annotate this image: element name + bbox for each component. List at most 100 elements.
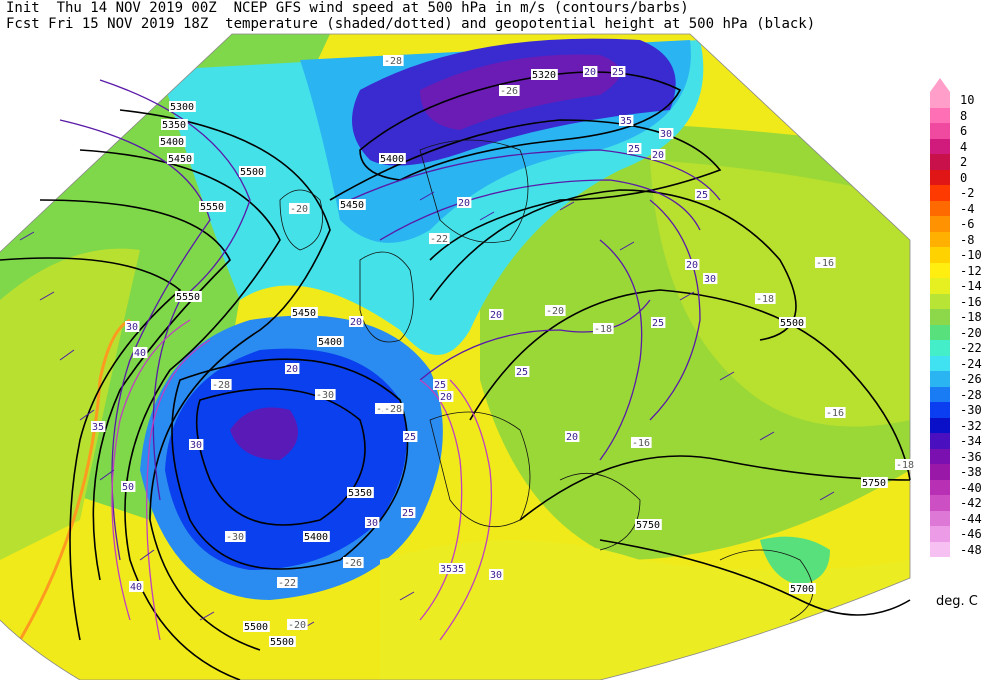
cold-low-core	[230, 407, 298, 460]
wind-contour-strong-1	[111, 319, 191, 621]
wind-speed-label-bg	[365, 517, 380, 528]
legend-entry: -2	[930, 185, 994, 201]
height-contour-6	[429, 189, 797, 341]
legend-units: deg. C	[936, 594, 978, 609]
height-label: 5300	[170, 102, 194, 113]
wind-speed-label: 20	[652, 150, 664, 161]
wind-contour-strong-4	[439, 379, 493, 641]
temperature-label: -20	[288, 620, 306, 631]
wind-speed-label: 25	[612, 67, 624, 78]
wind-speed-label: 30	[126, 322, 138, 333]
height-label-bg	[243, 621, 270, 632]
height-contour-7	[469, 289, 911, 481]
legend-entry: -48	[930, 541, 994, 557]
height-label: 5550	[200, 202, 224, 213]
legend-swatch	[930, 262, 950, 278]
wind-barb	[679, 291, 695, 301]
temperature-label: -28	[212, 380, 230, 391]
wind-speed-label: 30	[366, 518, 378, 529]
temperature-label: -16	[632, 438, 650, 449]
wind-speed-label-bg	[439, 563, 454, 574]
temperature-label-bg	[815, 257, 836, 268]
height-label-bg	[861, 477, 888, 488]
temperature-label: -20	[290, 204, 308, 215]
legend-label: -8	[960, 232, 975, 247]
wind-barb	[419, 191, 435, 201]
temperature-label-bg	[755, 293, 776, 304]
wind-speed-label: 25	[402, 508, 414, 519]
legend-entry: 8	[930, 107, 994, 123]
legend-entry: -28	[930, 386, 994, 402]
wind-barb	[399, 591, 415, 601]
legend-swatch	[930, 510, 950, 526]
temperature-label-bg	[383, 55, 404, 66]
cold-low-mid	[165, 348, 407, 570]
height-label-bg	[161, 119, 188, 130]
legend-label: 6	[960, 124, 968, 138]
legend-swatch	[930, 386, 950, 402]
height-label-bg	[169, 101, 196, 112]
wind-contour-4	[379, 179, 701, 241]
wind-speed-label: 35	[440, 564, 452, 575]
wind-speed-label: 20	[490, 310, 502, 321]
legend-entry: -8	[930, 231, 994, 247]
legend-label: -4	[960, 201, 975, 216]
header-line-1: Init Thu 14 NOV 2019 00Z NCEP GFS wind s…	[6, 0, 689, 16]
temperature-label-bg	[211, 379, 232, 390]
temperature-label: -18	[756, 294, 774, 305]
wind-barb	[99, 469, 115, 481]
height-contours	[0, 71, 911, 680]
legend-label: -12	[960, 263, 982, 278]
legend-entry: -34	[930, 433, 994, 449]
height-label: 5450	[168, 154, 192, 165]
temperature-label-bg	[343, 557, 364, 568]
init-time: Init Thu 14 NOV 2019 00Z	[6, 0, 217, 16]
wind-barb	[559, 201, 575, 211]
height-label: 5350	[348, 488, 372, 499]
height-label: 5450	[340, 200, 364, 211]
temperature-label: -22	[430, 234, 448, 245]
wind-speed-label-bg	[129, 581, 144, 592]
height-label-bg	[347, 487, 374, 498]
coastline-3	[419, 139, 529, 243]
height-contour-low-1	[195, 387, 366, 526]
legend-label: 2	[960, 155, 968, 169]
wind-barb	[39, 291, 55, 301]
temperature-label: -28	[384, 56, 402, 67]
legend-swatch	[930, 495, 950, 511]
legend-label: 10	[960, 93, 975, 107]
legend-swatch	[930, 123, 950, 139]
legend-entry: -14	[930, 278, 994, 294]
chart-title-line-1: NCEP GFS wind speed at 500 hPa in m/s (c…	[233, 0, 689, 16]
wind-contour-3	[349, 149, 721, 201]
height-label: 5400	[160, 137, 184, 148]
legend-swatch	[930, 200, 950, 216]
height-label: 5320	[532, 70, 556, 81]
temperature-label-bg	[315, 389, 336, 400]
legend-label: -38	[960, 465, 982, 479]
wind-speed-label-bg	[349, 316, 364, 327]
wind-speed-label-bg	[695, 189, 710, 200]
legend-entry: -32	[930, 417, 994, 433]
coastline-5	[559, 473, 641, 551]
wind-contour-7	[649, 199, 701, 421]
height-contour-north-low	[359, 71, 682, 181]
temp-field-east-warm	[650, 160, 910, 427]
wind-speed-label-bg	[685, 259, 700, 270]
temperature-label-bg	[545, 305, 566, 316]
temperature-label-bg	[289, 203, 310, 214]
legend-entry: -22	[930, 340, 994, 356]
wind-speed-label-bg	[121, 481, 136, 492]
wind-barb	[819, 491, 835, 501]
legend-swatch	[930, 433, 950, 449]
height-label-bg	[199, 201, 226, 212]
height-label: 5400	[304, 532, 328, 543]
legend-swatch	[930, 216, 950, 232]
wind-speed-label: 20	[566, 432, 578, 443]
coastline-4	[429, 411, 531, 527]
legend-label: -14	[960, 279, 982, 293]
wind-speed-label-bg	[703, 273, 718, 284]
height-contour-low-2	[171, 358, 409, 570]
legend-entry: -18	[930, 309, 994, 325]
wind-speed-label-bg	[659, 128, 674, 139]
